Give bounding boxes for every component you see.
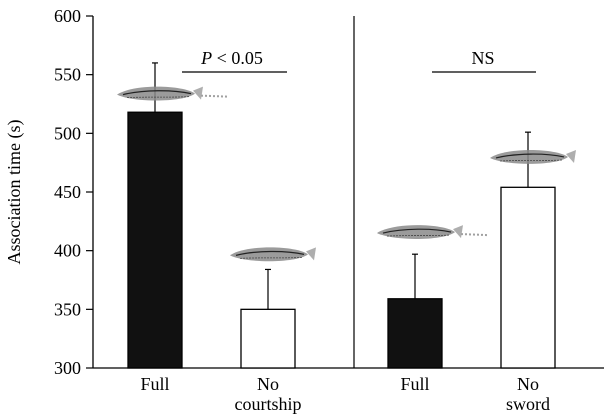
fish-icon	[117, 86, 228, 101]
x-tick-label: Full	[400, 374, 429, 394]
fish-images	[117, 86, 576, 262]
x-tick-label: No	[517, 374, 539, 394]
x-tick-label: sword	[506, 394, 550, 414]
fish-icon	[377, 225, 488, 239]
y-tick-label: 550	[54, 65, 81, 85]
bar	[500, 186, 556, 369]
fish-icon	[230, 247, 316, 262]
bars	[127, 62, 556, 369]
y-ticks: 300 350 400 450 500 550 600	[54, 6, 93, 378]
x-tick-label: Full	[140, 374, 169, 394]
y-axis-label: Association time (s)	[4, 120, 25, 265]
y-tick-label: 500	[54, 123, 81, 143]
y-tick-label: 350	[54, 299, 81, 319]
y-tick-label: 450	[54, 182, 81, 202]
significance-annotations: P < 0.05 NS	[182, 48, 536, 73]
fish-icon	[490, 149, 576, 164]
significance-label-left: P < 0.05	[200, 48, 263, 68]
y-axis: 300 350 400 450 500 550 600 Association time (…	[4, 6, 94, 378]
x-tick-label: No	[257, 374, 279, 394]
bar	[127, 111, 183, 369]
bar	[387, 298, 443, 369]
y-tick-label: 300	[54, 358, 81, 378]
y-tick-label: 400	[54, 241, 81, 261]
significance-label-right: NS	[471, 48, 494, 68]
x-tick-label: courtship	[235, 394, 302, 414]
y-tick-label: 600	[54, 6, 81, 26]
bar	[240, 308, 296, 369]
